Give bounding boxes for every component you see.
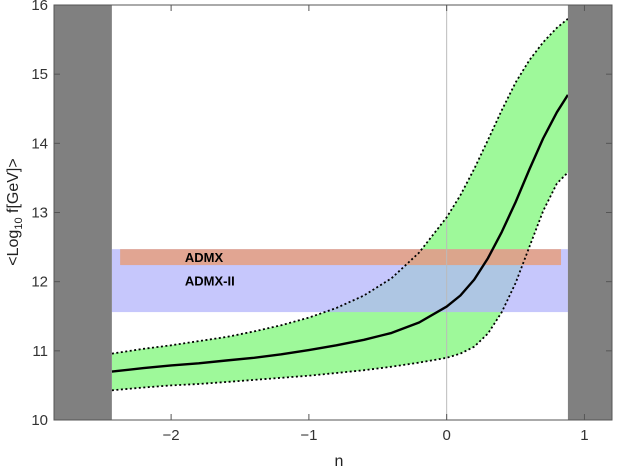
y-tick-label: 15 [31,66,48,83]
x-tick-label: −2 [163,427,180,444]
y-tick-label: 14 [31,135,48,152]
y-tick-label: 11 [32,343,48,360]
y-tick-label: 16 [31,0,48,14]
x-tick-label: 1 [580,427,588,444]
y-axis-label-main: <Log [5,230,22,266]
admx-ii-label: ADMX-II [185,274,235,289]
y-tick-label: 12 [31,274,48,291]
experiment-bands-layer: ADMX-II ADMX [111,249,568,313]
left-excluded-region [54,5,112,420]
admx-label: ADMX [185,250,224,265]
curves-layer [111,18,569,392]
y-tick-label: 13 [31,205,48,222]
x-tick-label: 0 [442,427,450,444]
axes-layer: −2 −1 0 1 10 11 12 13 14 15 16 [31,0,613,444]
x-tick-label: −1 [300,427,317,444]
excluded-regions-layer [54,5,612,420]
band-upper-curve [111,18,569,355]
right-excluded-region [567,5,612,420]
y-tick-label: 10 [31,412,48,429]
band-lower-curve [111,171,569,392]
central-curve [111,94,569,373]
y-axis-label-rest: f[GeV]> [5,158,22,217]
admx-band [120,249,562,266]
x-axis-label: n [335,453,344,470]
y-axis-label-subscript: 10 [13,217,25,229]
y-axis-label: <Log10 f[GeV]> [5,158,25,265]
